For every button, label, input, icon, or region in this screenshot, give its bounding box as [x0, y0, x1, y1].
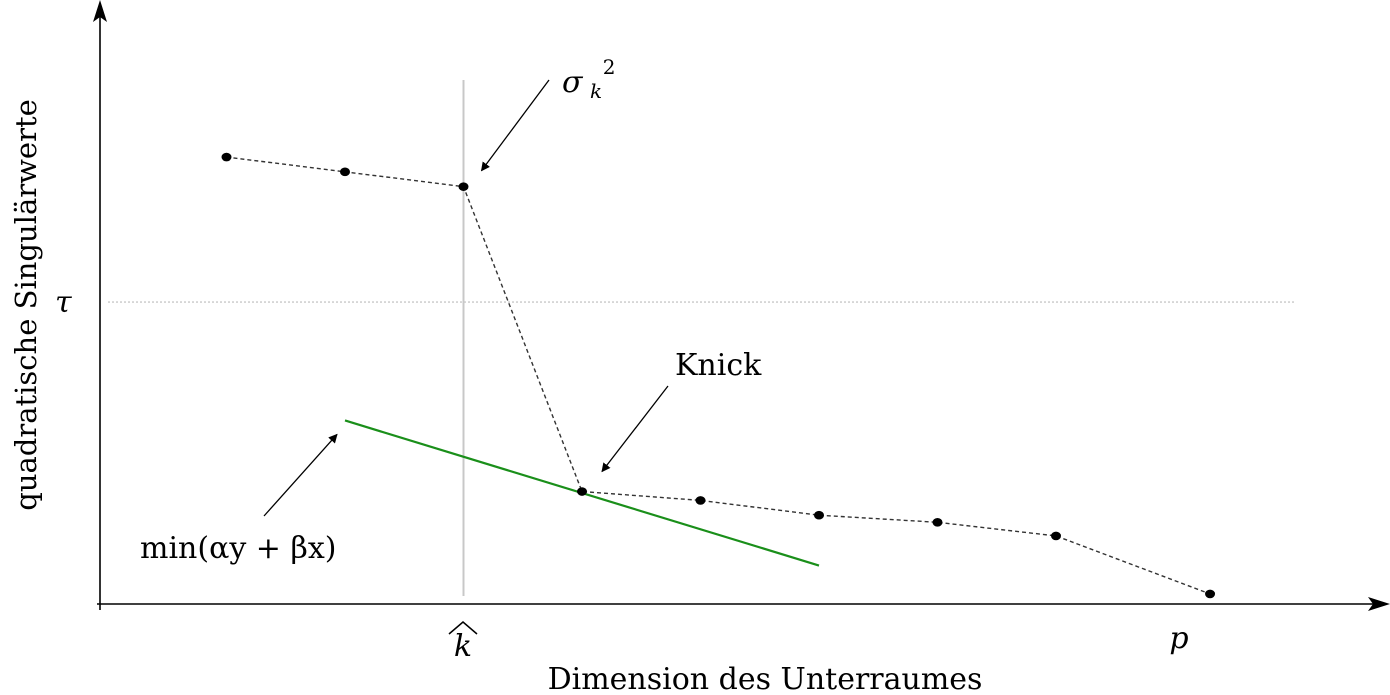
data-point [696, 496, 706, 505]
knick-arrow [602, 386, 668, 472]
sigma-symbol: σ [562, 65, 584, 100]
sigma-superscript: 2 [603, 55, 616, 79]
x-axis-label: Dimension des Unterraumes [548, 662, 983, 695]
data-point [340, 168, 350, 177]
data-point [577, 487, 587, 496]
data-point [1205, 590, 1215, 599]
data-point [814, 511, 824, 520]
min-expression-label: min(αy + βx) [140, 531, 336, 566]
data-point [459, 182, 469, 191]
data-point [933, 518, 943, 527]
sigma-subscript: k [590, 79, 602, 103]
data-point [1051, 532, 1061, 541]
data-point [222, 153, 232, 162]
y-tick-label-tau: τ [55, 285, 72, 320]
y-axis-label: quadratische Singulärwerte [9, 99, 43, 511]
knick-label: Knick [675, 348, 762, 383]
x-tick-label-k-hat: k [454, 629, 472, 664]
x-tick-label-p: p [1169, 621, 1188, 656]
sigma-k-squared-label: σ k 2 [562, 55, 615, 106]
sigma-arrow [482, 80, 550, 171]
min-expression-arrow [264, 434, 337, 516]
